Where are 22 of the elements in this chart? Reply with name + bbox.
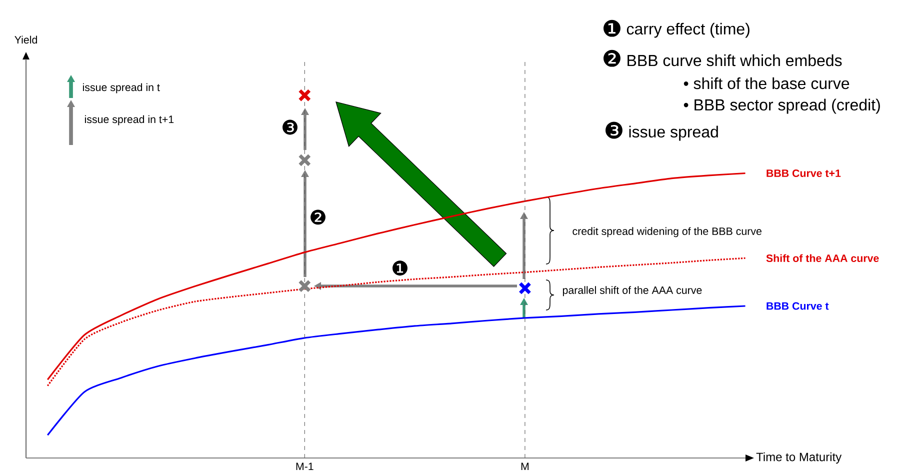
x-tick-label: M	[521, 462, 529, 470]
annotation: ❸	[606, 122, 622, 139]
x-tick-label: M-1	[296, 462, 314, 470]
text: BBB curve shift which embeds	[628, 54, 842, 66]
x-axis-title: Time to Maturity	[756, 452, 842, 464]
annotation: parallel shift of the AAA curve	[562, 286, 702, 296]
series-label: Shift of the AAA curve	[766, 254, 879, 262]
text: ❶	[604, 20, 620, 37]
annotation: issue spread	[629, 126, 718, 141]
text: ❷	[604, 50, 620, 67]
y-axis-title: Yield	[14, 36, 37, 44]
text: issue spread in t	[82, 83, 160, 94]
annotation: ❶	[392, 260, 408, 276]
text: BBB Curve t+1	[766, 169, 841, 178]
annotation: ❸	[282, 120, 298, 135]
annotation: issue spread in t+1	[84, 115, 174, 126]
annotation: credit spread widening of the BBB curve	[572, 227, 762, 238]
annotation: • BBB sector spread (credit)	[684, 98, 880, 114]
text: • shift of the base curve	[684, 77, 850, 90]
text: carry effect (time)	[626, 22, 750, 38]
annotation: ❷	[310, 210, 326, 225]
text: BBB Curve t	[766, 302, 829, 310]
